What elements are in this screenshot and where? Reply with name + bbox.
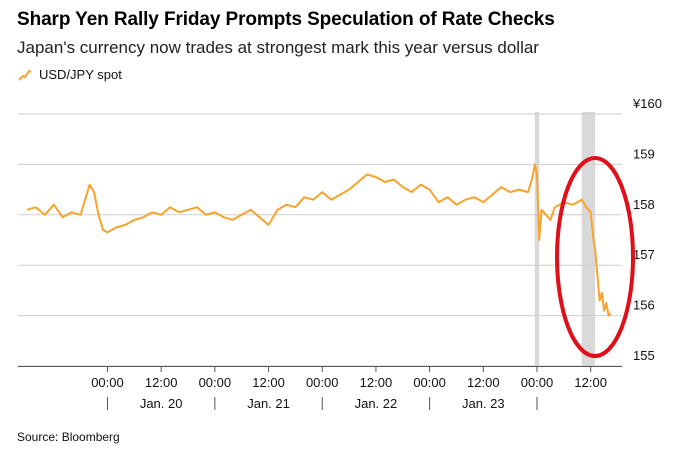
x-tick-label-5: 12:00 (360, 375, 393, 390)
chart-subtitle: Japan's currency now trades at strongest… (17, 38, 539, 57)
usdjpy-series-line (26, 163, 612, 317)
x-tick-label-8: 00:00 (521, 375, 554, 390)
x-axis: 00:00 12:00 00:00 12:00 00:00 12:00 00:00 12:00… (18, 366, 622, 411)
source-note: Source: Bloomberg (17, 430, 120, 444)
y-tick-label-158: 158 (633, 197, 655, 212)
y-tick-label-160: ¥160 (632, 96, 662, 111)
x-tick-label-4: 00:00 (306, 375, 339, 390)
x-tick-label-7: 12:00 (467, 375, 500, 390)
y-tick-label-156: 156 (633, 298, 655, 313)
highlight-circle (555, 156, 635, 358)
day-label-3: Jan. 23 (462, 396, 505, 411)
x-tick-label-3: 12:00 (252, 375, 285, 390)
y-tick-label-159: 159 (633, 146, 655, 161)
chart-title: Sharp Yen Rally Friday Prompts Speculati… (17, 9, 555, 30)
shaded-region-1 (581, 112, 596, 366)
legend-line-icon (18, 69, 32, 81)
y-axis: 155 156 157 158 159 ¥160 (632, 96, 662, 363)
y-tick-label-155: 155 (633, 348, 655, 363)
gridlines (18, 113, 622, 367)
x-tick-label-1: 12:00 (145, 375, 178, 390)
day-label-0: Jan. 20 (140, 396, 183, 411)
x-tick-label-9: 12:00 (574, 375, 607, 390)
legend-label: USD/JPY spot (39, 67, 122, 82)
y-tick-label-157: 157 (633, 247, 655, 262)
shaded-regions (534, 112, 596, 366)
day-label-1: Jan. 21 (247, 396, 290, 411)
legend: USD/JPY spot (17, 67, 122, 82)
x-tick-label-0: 00:00 (91, 375, 124, 390)
x-tick-label-2: 00:00 (199, 375, 232, 390)
x-tick-label-6: 00:00 (413, 375, 446, 390)
day-label-2: Jan. 22 (355, 396, 398, 411)
shaded-region-0 (534, 112, 540, 366)
